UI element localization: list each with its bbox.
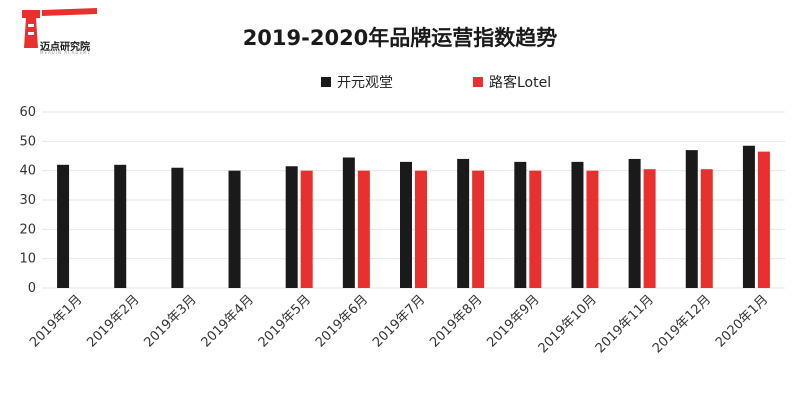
legend-label: 开元观堂 (337, 75, 393, 91)
chart-title: 2019-2020年品牌运营指数趋势 (242, 26, 558, 50)
logo-subtitle: MEADIN ACADEMY (40, 50, 91, 55)
legend-item-series-1: 开元观堂 (321, 72, 393, 92)
x-tick-label: 2019年1月 (27, 292, 85, 350)
lighthouse-logo-icon (22, 8, 97, 48)
x-tick-label: 2019年12月 (650, 292, 714, 356)
x-tick-label: 2019年4月 (199, 292, 257, 350)
x-tick-label: 2019年10月 (536, 292, 600, 356)
legend-label: 路客Lotel (489, 75, 552, 91)
bar-series-1 (400, 161, 412, 288)
x-tick-label: 2019年2月 (84, 292, 142, 350)
bar-series-2 (472, 170, 485, 288)
bar-series-1 (628, 158, 641, 288)
logo-text: 迈点研究院 (40, 42, 90, 53)
bar-series-1 (457, 158, 470, 288)
x-tick-label: 2020年1月 (713, 292, 771, 350)
x-tick-label: 2019年3月 (141, 292, 199, 350)
y-tick-label: 60 (19, 105, 36, 120)
y-tick-label: 0 (28, 281, 36, 296)
bar-series-2 (757, 151, 770, 288)
bar-series-1 (571, 161, 584, 288)
x-tick-label: 2019年8月 (427, 292, 485, 350)
logo: 迈点研究院 MEADIN ACADEMY (12, 4, 102, 55)
bar-series-1 (685, 150, 698, 288)
bar-series-2 (357, 170, 370, 288)
y-tick-label: 50 (19, 134, 36, 149)
y-tick-label: 20 (19, 222, 36, 237)
bar-series-1 (285, 166, 298, 288)
legend-swatch (321, 77, 331, 87)
bar-series-2 (300, 170, 313, 288)
x-tick-label: 2019年6月 (313, 292, 371, 350)
x-tick-label: 2019年9月 (484, 292, 542, 350)
bar-series-1 (514, 161, 527, 288)
bar-series-2 (415, 170, 427, 288)
bar-series-2 (700, 169, 713, 288)
legend-swatch (473, 77, 483, 87)
bar-series-1 (114, 164, 127, 288)
x-tick-label: 2019年7月 (370, 292, 428, 350)
bar-series-2 (586, 170, 599, 288)
x-tick-label: 2019年11月 (593, 292, 657, 356)
y-tick-label: 40 (19, 164, 36, 179)
bar-series-2 (643, 169, 656, 288)
y-tick-label: 30 (19, 193, 36, 208)
x-tick-label: 2019年5月 (256, 292, 314, 350)
bar-series-2 (529, 170, 542, 288)
legend-item-series-2: 路客Lotel (473, 72, 551, 92)
bar-series-1 (742, 145, 755, 288)
bar-series-1 (342, 157, 355, 288)
bar-series-1 (228, 170, 241, 288)
y-tick-label: 10 (19, 252, 36, 267)
bar-series-1 (171, 167, 184, 288)
bar-series-1 (57, 164, 70, 288)
legend: 开元观堂 路客Lotel (0, 72, 800, 92)
